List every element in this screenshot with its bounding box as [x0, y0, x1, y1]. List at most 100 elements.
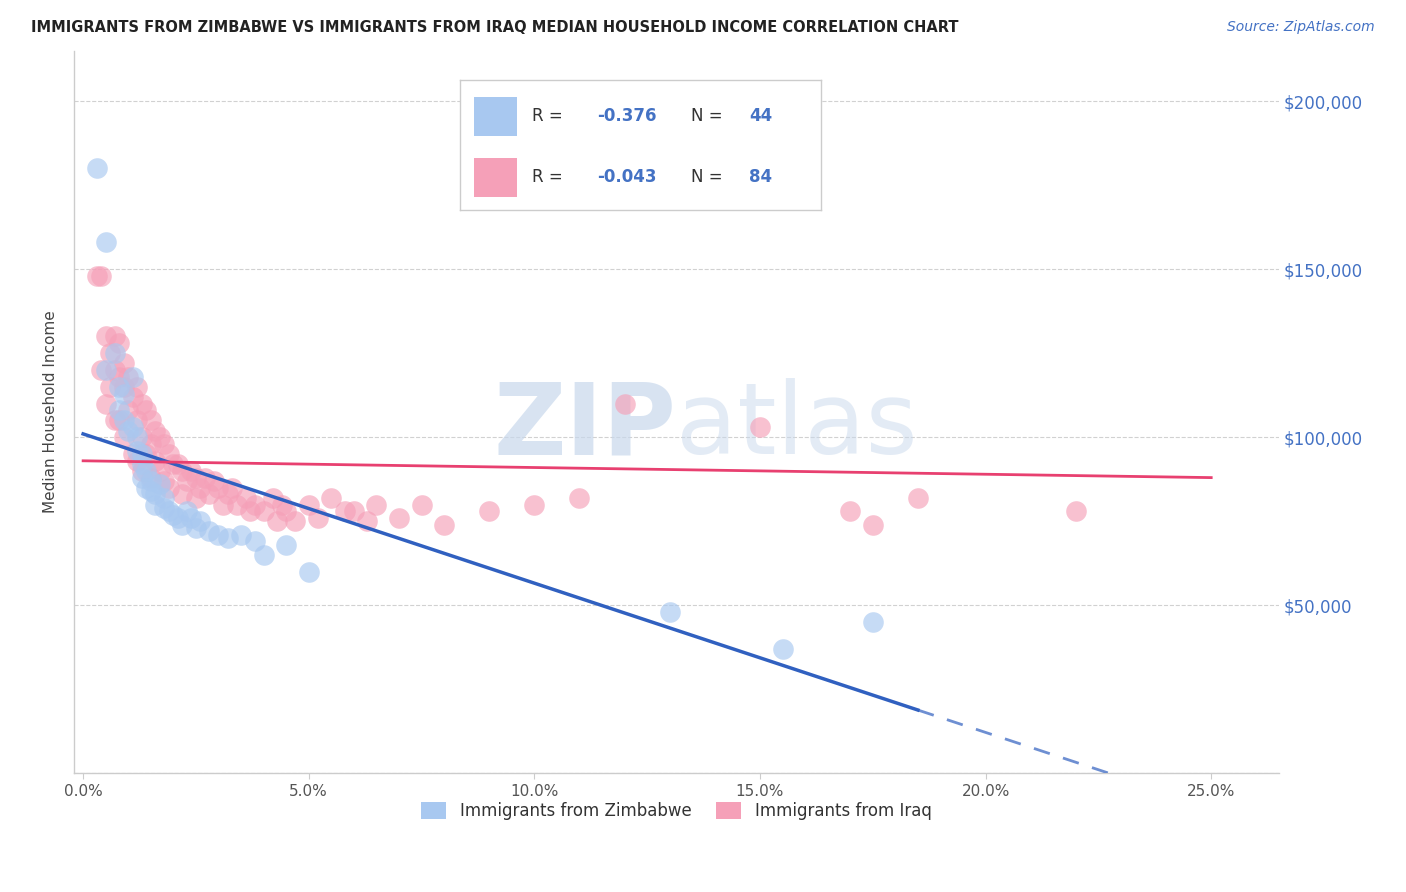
Y-axis label: Median Household Income: Median Household Income [44, 310, 58, 514]
Point [198, 487, 221, 501]
Point [112, 356, 135, 370]
Point [321, 491, 343, 505]
Point [478, 504, 501, 518]
Point [388, 511, 411, 525]
Point [333, 504, 356, 518]
Text: ZIP: ZIP [494, 378, 676, 475]
Point [149, 464, 172, 478]
Point [135, 464, 157, 478]
Point [252, 548, 274, 562]
Point [356, 514, 378, 528]
Point [149, 430, 172, 444]
Point [167, 511, 190, 525]
Point [239, 504, 262, 518]
Point [131, 430, 153, 444]
Point [98, 380, 121, 394]
Point [112, 380, 135, 394]
Point [190, 481, 212, 495]
Point [149, 477, 172, 491]
Point [139, 484, 162, 499]
Point [366, 498, 388, 512]
Point [131, 470, 153, 484]
Point [252, 504, 274, 518]
Point [202, 474, 225, 488]
Point [176, 474, 198, 488]
Point [243, 498, 266, 512]
Point [862, 615, 884, 629]
Point [433, 517, 456, 532]
Point [121, 447, 143, 461]
Point [190, 514, 212, 528]
Point [180, 511, 202, 525]
Point [613, 397, 636, 411]
Point [157, 481, 180, 495]
Point [217, 531, 239, 545]
Point [131, 397, 153, 411]
Point [121, 369, 143, 384]
Point [135, 481, 157, 495]
Point [243, 534, 266, 549]
Point [172, 464, 194, 478]
Point [162, 457, 184, 471]
Point [298, 565, 321, 579]
Point [135, 403, 157, 417]
Point [104, 413, 127, 427]
Point [276, 504, 298, 518]
Point [207, 528, 229, 542]
Text: IMMIGRANTS FROM ZIMBABWE VS IMMIGRANTS FROM IRAQ MEDIAN HOUSEHOLD INCOME CORRELA: IMMIGRANTS FROM ZIMBABWE VS IMMIGRANTS F… [31, 20, 959, 35]
Point [143, 454, 166, 468]
Point [112, 430, 135, 444]
Point [862, 517, 884, 532]
Point [184, 521, 207, 535]
Point [167, 457, 190, 471]
Point [94, 363, 117, 377]
Point [117, 369, 139, 384]
Point [127, 380, 149, 394]
Point [94, 235, 117, 250]
Point [131, 447, 153, 461]
Point [217, 487, 239, 501]
Point [343, 504, 366, 518]
Point [153, 474, 176, 488]
Point [658, 605, 681, 619]
Point [225, 498, 247, 512]
Point [143, 424, 166, 438]
Point [839, 504, 862, 518]
Point [104, 329, 127, 343]
Point [94, 397, 117, 411]
Point [98, 346, 121, 360]
Point [127, 413, 149, 427]
Point [172, 487, 194, 501]
Point [108, 403, 131, 417]
Point [117, 403, 139, 417]
Point [523, 498, 546, 512]
Point [266, 514, 288, 528]
Text: atlas: atlas [676, 378, 918, 475]
Point [108, 413, 131, 427]
Text: Source: ZipAtlas.com: Source: ZipAtlas.com [1227, 20, 1375, 34]
Point [153, 491, 176, 505]
Point [90, 268, 112, 283]
Point [157, 504, 180, 518]
Point [131, 464, 153, 478]
Point [127, 443, 149, 458]
Point [121, 390, 143, 404]
Point [172, 517, 194, 532]
Point [104, 346, 127, 360]
Point [262, 491, 284, 505]
Point [86, 268, 108, 283]
Point [221, 481, 243, 495]
Point [207, 481, 229, 495]
Point [749, 420, 772, 434]
Point [176, 504, 198, 518]
Point [198, 524, 221, 539]
Point [411, 498, 433, 512]
Point [307, 511, 329, 525]
Point [212, 498, 235, 512]
Point [112, 413, 135, 427]
Point [127, 430, 149, 444]
Point [108, 336, 131, 351]
Point [184, 491, 207, 505]
Point [157, 447, 180, 461]
Point [108, 380, 131, 394]
